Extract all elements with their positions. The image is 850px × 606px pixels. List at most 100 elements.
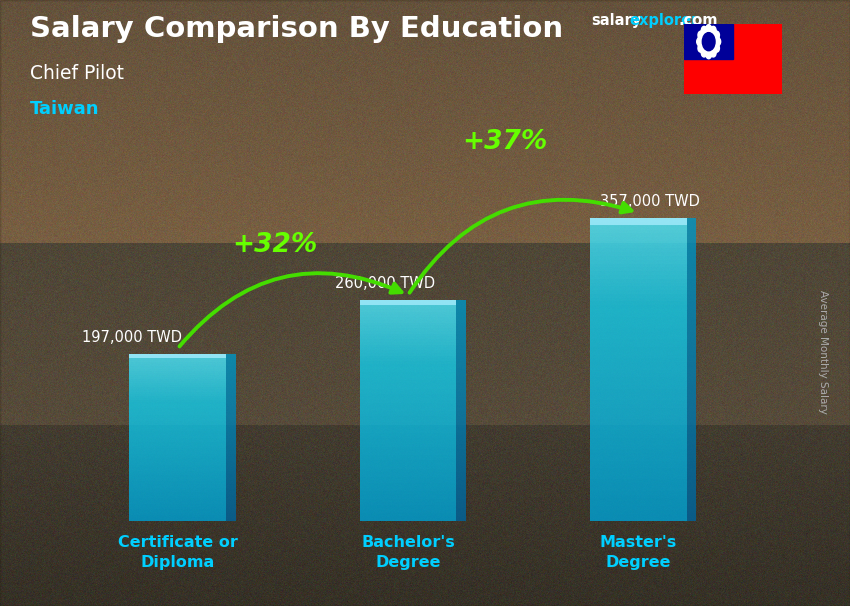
Bar [590, 438, 687, 442]
Bar [456, 502, 466, 505]
Bar [360, 518, 456, 521]
Bar [590, 385, 687, 388]
Text: 357,000 TWD: 357,000 TWD [600, 194, 700, 209]
Bar [360, 447, 456, 450]
Bar [456, 397, 466, 400]
Bar [360, 372, 456, 375]
Bar [590, 237, 687, 241]
Bar [226, 439, 235, 442]
Bar [687, 498, 696, 502]
Bar [360, 433, 456, 436]
Bar [456, 400, 466, 402]
Bar [226, 394, 235, 396]
Bar [226, 396, 235, 398]
Bar [360, 430, 456, 433]
Bar [687, 468, 696, 472]
Bar [590, 430, 687, 434]
Bar [129, 502, 226, 504]
Bar [687, 279, 696, 282]
Bar [129, 452, 226, 454]
Bar [456, 499, 466, 502]
Bar [590, 331, 687, 336]
Bar [129, 507, 226, 508]
Bar [129, 385, 226, 387]
Bar [590, 362, 687, 366]
Bar [129, 402, 226, 404]
Bar [687, 510, 696, 513]
Bar [456, 402, 466, 405]
Bar [129, 360, 226, 362]
Bar [226, 400, 235, 402]
Bar [456, 507, 466, 510]
Bar [360, 381, 456, 383]
Bar [590, 294, 687, 298]
Bar [590, 225, 687, 230]
Bar [129, 427, 226, 429]
Bar [226, 501, 235, 502]
Bar [590, 377, 687, 381]
Bar [129, 465, 226, 467]
Bar [687, 461, 696, 464]
Text: Average Monthly Salary: Average Monthly Salary [818, 290, 828, 413]
Bar [226, 517, 235, 519]
Bar [226, 479, 235, 481]
Bar [129, 433, 226, 436]
Circle shape [711, 49, 716, 57]
Bar [687, 476, 696, 479]
Bar [687, 464, 696, 468]
Bar [590, 388, 687, 393]
Bar [456, 493, 466, 496]
Bar [129, 442, 226, 444]
Bar [687, 407, 696, 411]
Bar [360, 311, 456, 315]
Bar [687, 487, 696, 491]
Bar [456, 474, 466, 477]
Bar [226, 459, 235, 461]
Circle shape [697, 38, 702, 45]
Bar [590, 419, 687, 423]
Bar [687, 230, 696, 233]
Bar [456, 505, 466, 507]
Bar [456, 301, 466, 303]
Bar [590, 218, 687, 225]
Bar [226, 507, 235, 508]
Bar [360, 358, 456, 361]
Bar [226, 494, 235, 496]
Bar [456, 395, 466, 397]
Bar [226, 379, 235, 381]
Bar [456, 315, 466, 317]
Bar [456, 430, 466, 433]
Bar [456, 447, 466, 450]
Bar [456, 408, 466, 411]
Text: Chief Pilot: Chief Pilot [30, 64, 124, 82]
Circle shape [698, 26, 719, 57]
Bar [456, 339, 466, 342]
Bar [590, 491, 687, 494]
Bar [687, 442, 696, 445]
Bar [129, 515, 226, 517]
Bar [687, 301, 696, 305]
Bar [360, 422, 456, 425]
Bar [129, 368, 226, 371]
Bar [456, 367, 466, 370]
Bar [226, 429, 235, 431]
Bar [129, 413, 226, 415]
Bar [360, 444, 456, 447]
Bar [687, 282, 696, 286]
Bar [129, 391, 226, 394]
Bar [226, 467, 235, 469]
Bar [590, 218, 687, 222]
Bar [129, 394, 226, 396]
Bar [226, 492, 235, 494]
Circle shape [716, 38, 721, 45]
Bar [226, 471, 235, 473]
Bar [687, 343, 696, 347]
Bar [456, 491, 466, 493]
Bar [456, 444, 466, 447]
Bar [360, 336, 456, 339]
Bar [687, 370, 696, 373]
Bar [360, 425, 456, 427]
Bar [129, 439, 226, 442]
Bar [360, 499, 456, 502]
Bar [456, 425, 466, 427]
